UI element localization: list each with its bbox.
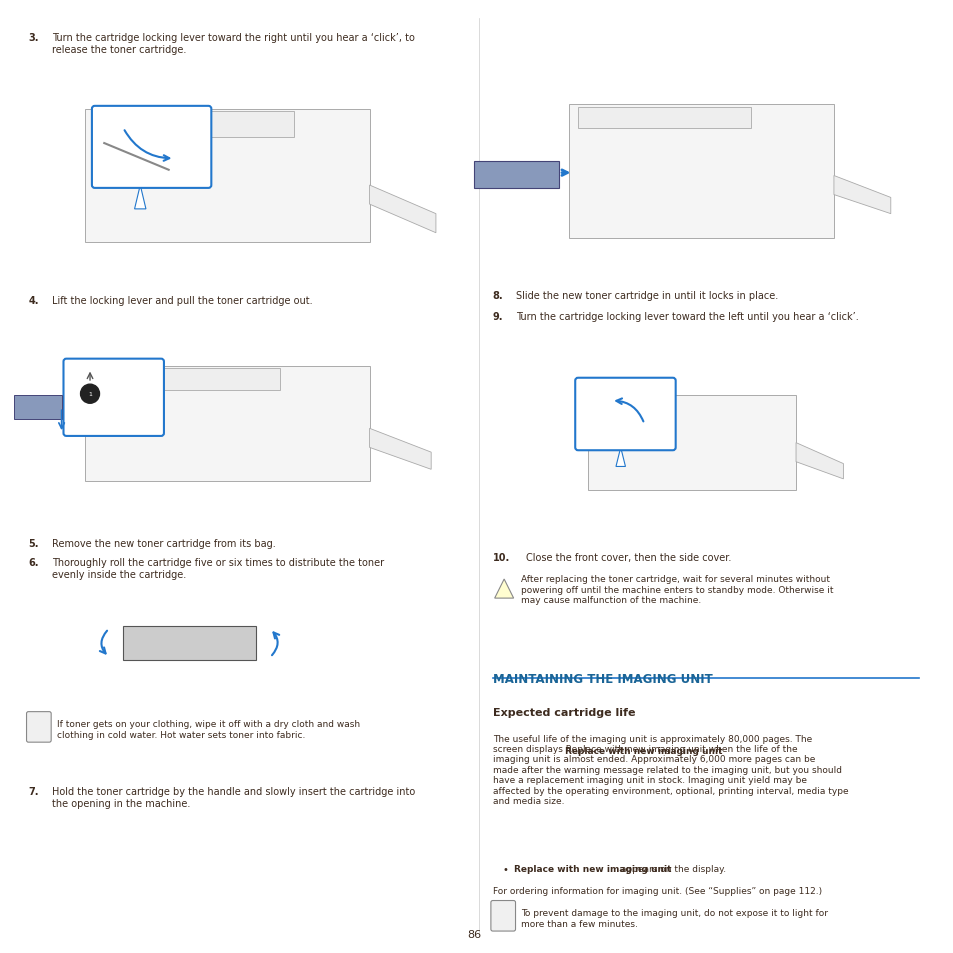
Polygon shape	[495, 579, 513, 598]
FancyBboxPatch shape	[491, 901, 515, 931]
Bar	[14, 395, 62, 419]
FancyBboxPatch shape	[27, 712, 51, 742]
Text: Remove the new toner cartridge from its bag.: Remove the new toner cartridge from its …	[52, 538, 275, 548]
Text: Close the front cover, then the side cover.: Close the front cover, then the side cov…	[525, 553, 731, 562]
Text: Turn the cartridge locking lever toward the left until you hear a ‘click’.: Turn the cartridge locking lever toward …	[516, 312, 859, 321]
Text: appears on the display.: appears on the display.	[618, 864, 725, 873]
Polygon shape	[134, 186, 146, 210]
Bar	[94, 369, 279, 391]
Text: Hold the toner cartridge by the handle and slowly insert the cartridge into
the : Hold the toner cartridge by the handle a…	[52, 786, 415, 808]
Polygon shape	[833, 176, 890, 214]
Text: Replace with new imaging unit: Replace with new imaging unit	[513, 864, 670, 873]
Text: 86: 86	[466, 929, 480, 939]
Text: 4.: 4.	[29, 295, 39, 305]
Text: ✎: ✎	[36, 724, 42, 730]
Bar	[85, 110, 369, 243]
Text: 3.: 3.	[29, 33, 39, 43]
Bar	[587, 395, 795, 491]
Circle shape	[80, 385, 99, 404]
Bar	[578, 108, 750, 129]
FancyBboxPatch shape	[91, 107, 212, 189]
Bar	[568, 105, 833, 238]
Polygon shape	[369, 429, 431, 470]
Text: After replacing the toner cartridge, wait for several minutes without
powering o: After replacing the toner cartridge, wai…	[520, 575, 833, 604]
Bar	[85, 367, 369, 481]
Text: !: !	[502, 589, 505, 595]
Polygon shape	[795, 443, 842, 479]
Text: 8.: 8.	[493, 291, 503, 300]
Text: Turn the cartridge locking lever toward the right until you hear a ‘click’, to
r: Turn the cartridge locking lever toward …	[52, 33, 415, 55]
Text: The useful life of the imaging unit is approximately 80,000 pages. The
screen di: The useful life of the imaging unit is a…	[493, 734, 847, 805]
Text: 5.: 5.	[29, 538, 39, 548]
Text: 7.: 7.	[29, 786, 39, 796]
Polygon shape	[616, 448, 625, 467]
Text: ✎: ✎	[499, 913, 506, 919]
FancyBboxPatch shape	[575, 378, 675, 451]
Text: If toner gets on your clothing, wipe it off with a dry cloth and wash
clothing i: If toner gets on your clothing, wipe it …	[57, 720, 359, 739]
Bar	[123, 626, 255, 660]
Text: For ordering information for imaging unit. (See “Supplies” on page 112.): For ordering information for imaging uni…	[493, 886, 821, 895]
Text: 1: 1	[88, 392, 91, 396]
Bar	[474, 162, 558, 189]
Text: Expected cartridge life: Expected cartridge life	[493, 707, 635, 717]
Text: Lift the locking lever and pull the toner cartridge out.: Lift the locking lever and pull the tone…	[52, 295, 313, 305]
Text: To prevent damage to the imaging unit, do not expose it to light for
more than a: To prevent damage to the imaging unit, d…	[520, 908, 827, 927]
Text: Slide the new toner cartridge in until it locks in place.: Slide the new toner cartridge in until i…	[516, 291, 778, 300]
Text: 9.: 9.	[493, 312, 503, 321]
Text: Replace with new imaging unit: Replace with new imaging unit	[564, 746, 721, 755]
Bar	[94, 112, 294, 138]
Text: •: •	[501, 864, 508, 874]
FancyBboxPatch shape	[64, 359, 164, 436]
Text: 10.: 10.	[493, 553, 510, 562]
Text: 6.: 6.	[29, 558, 39, 567]
Polygon shape	[369, 186, 436, 233]
Text: Thoroughly roll the cartridge five or six times to distribute the toner
evenly i: Thoroughly roll the cartridge five or si…	[52, 558, 384, 579]
Text: MAINTAINING THE IMAGING UNIT: MAINTAINING THE IMAGING UNIT	[493, 672, 712, 685]
